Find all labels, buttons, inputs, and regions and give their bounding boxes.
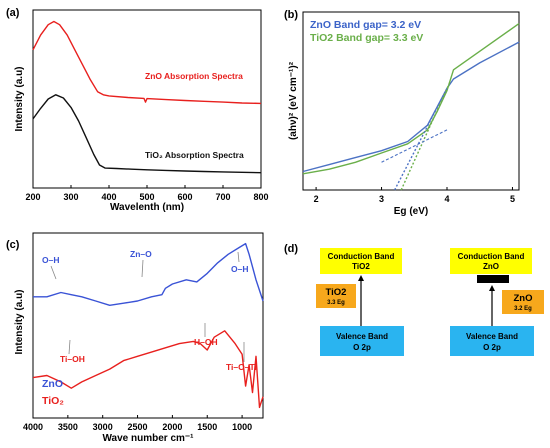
panel-b-frame — [302, 11, 520, 191]
x-tick-label: 1000 — [232, 422, 252, 432]
x-tick-label: 3000 — [93, 422, 113, 432]
tio2-material-label: TiO2 — [326, 287, 347, 298]
zno-conduction-band — [450, 248, 532, 274]
x-tick-label: 600 — [177, 192, 192, 202]
anno-zn-o: Zn–O — [130, 249, 152, 259]
legend-zno: ZnO — [42, 378, 63, 390]
x-tick-label: 3 — [379, 194, 384, 204]
legend-tio2-bandgap: TiO2 Band gap= 3.3 eV — [310, 32, 423, 44]
zno-valence-band — [450, 326, 534, 356]
tio2-valence-band — [320, 326, 404, 356]
tio2-arrow-head — [358, 275, 364, 281]
x-tick-label: 5 — [510, 194, 515, 204]
anno-oh-left-pointer — [50, 265, 57, 280]
zno-tangent-fit — [394, 87, 448, 191]
zno-arrow-head — [489, 285, 495, 291]
anno-oh-right: O–H — [231, 264, 248, 274]
zno-conduction-material: ZnO — [483, 262, 499, 271]
x-tick-label: 3500 — [58, 422, 78, 432]
zno-valence-orbital: O 2p — [483, 343, 501, 352]
x-tick-label: 200 — [25, 192, 40, 202]
panel-a-x-ticks: 200 300 400 500 600 700 800 — [25, 185, 269, 202]
x-tick-label: 1500 — [197, 422, 217, 432]
x-tick-label: 700 — [215, 192, 230, 202]
x-tick-label: 2000 — [162, 422, 182, 432]
panel-b-lines — [302, 23, 520, 175]
zno-conduction-title: Conduction Band — [458, 252, 525, 261]
anno-zn-o-pointer — [141, 259, 144, 278]
panel-b-ylabel: (ahν)² (eV cm⁻¹)² — [288, 61, 299, 140]
panel-b-xlabel: Eg (eV) — [394, 206, 428, 217]
x-tick-label: 800 — [253, 192, 268, 202]
legend-zno-bandgap: ZnO Band gap= 3.2 eV — [310, 19, 421, 31]
tio2-eg-label: 3.3 Eg — [327, 300, 345, 306]
x-tick-label: 500 — [139, 192, 154, 202]
panel-a-ylabel: Intensity (a.u) — [14, 66, 25, 131]
series-line-b — [302, 23, 520, 175]
tio2-material-box — [316, 284, 356, 308]
panel-c-x-ticks: 4000 3500 3000 2500 2000 1500 1000 — [23, 415, 252, 432]
series-line-a — [302, 41, 520, 173]
zno-material-label: ZnO — [514, 293, 533, 304]
x-tick-label: 400 — [101, 192, 116, 202]
legend-tio2: TiO₂ — [42, 395, 64, 407]
tio2-conduction-title: Conduction Band — [328, 252, 395, 261]
zno-black-bar — [477, 275, 509, 283]
x-tick-label: 4 — [444, 194, 449, 204]
anno-h-oh: H–OH — [194, 337, 218, 347]
tio2-conduction-band — [320, 248, 402, 274]
x-tick-label: 2500 — [128, 422, 148, 432]
tio2-valence-orbital: O 2p — [353, 343, 371, 352]
x-tick-label: 4000 — [23, 422, 43, 432]
anno-oh-left: O–H — [42, 255, 59, 265]
anno-ti-oh-pointer — [68, 339, 71, 355]
tio2-conduction-material: TiO2 — [352, 262, 370, 271]
panel-d-label: (d) — [284, 243, 298, 255]
panel-a-label: (a) — [6, 7, 20, 19]
panel-c-lines — [32, 242, 264, 409]
series-line-a — [33, 242, 264, 306]
anno-oh-right-pointer — [237, 251, 240, 263]
x-tick-label: 300 — [63, 192, 78, 202]
series-line-a — [32, 20, 262, 105]
tio2-tangent-fit — [400, 81, 451, 191]
panel-c-label: (c) — [6, 239, 20, 251]
panel-c-ylabel: Intensity (a.u) — [14, 289, 25, 354]
tio2-spectra-label: TiO₂ Absorption Spectra — [145, 150, 244, 160]
zno-material-box — [502, 290, 544, 314]
panel-c: (c) 4000 3500 3000 2500 2000 1500 1000 Wave nu… — [6, 232, 264, 444]
panel-a-xlabel: Wavelenth (nm) — [110, 202, 184, 213]
panel-c-frame — [32, 232, 264, 419]
tio2-valence-title: Valence Band — [336, 332, 388, 341]
zno-valence-title: Valence Band — [466, 332, 518, 341]
baseline-fit — [381, 129, 448, 163]
series-line-b — [32, 330, 264, 409]
x-tick-label: 2 — [314, 194, 319, 204]
anno-ti-o-ti: Ti–O–Ti — [226, 362, 257, 372]
series-line-b — [32, 94, 262, 174]
panel-a: (a) 200 300 400 500 600 700 800 Wavelenth (nm)… — [6, 7, 269, 213]
panel-b-fit-lines — [381, 81, 451, 191]
anno-ti-oh: Ti–OH — [60, 354, 85, 364]
zno-spectra-label: ZnO Absorption Spectra — [145, 71, 243, 81]
panel-a-lines — [32, 20, 262, 174]
panel-b-x-ticks: 2 3 4 5 — [314, 187, 515, 204]
panel-b-label: (b) — [284, 9, 298, 21]
panel-c-xlabel: Wave number cm⁻¹ — [102, 433, 194, 444]
zno-eg-label: 3.2 Eg — [514, 306, 532, 312]
panel-b: (b) 2 3 4 5 Eg (eV) (ahν)² (eV cm⁻¹)² ZnO B… — [284, 9, 520, 217]
panel-d: (d) Conduction Band TiO2 TiO2 3.3 Eg Val… — [284, 243, 544, 356]
